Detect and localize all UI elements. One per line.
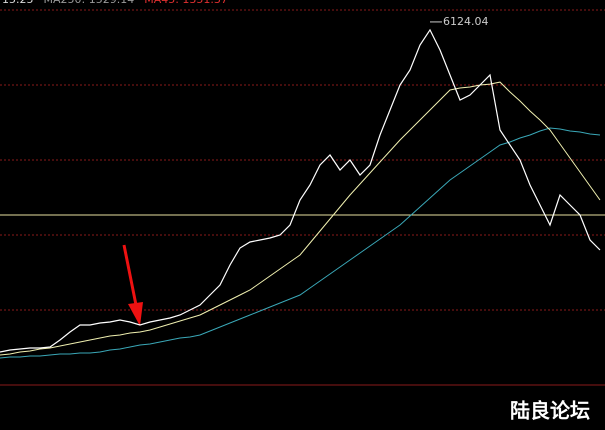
series-line: [0, 28, 601, 353]
peak-label: 6124.04: [443, 15, 489, 28]
series-line: [0, 127, 601, 359]
header-text: MA45: 1351.37: [144, 0, 228, 6]
arrow: [122, 244, 143, 326]
watermark: 陆良论坛: [510, 399, 590, 423]
header-text: 15.25: [2, 0, 34, 6]
header-text: MA250: 1529.14: [44, 0, 135, 6]
series-line: [0, 81, 601, 356]
